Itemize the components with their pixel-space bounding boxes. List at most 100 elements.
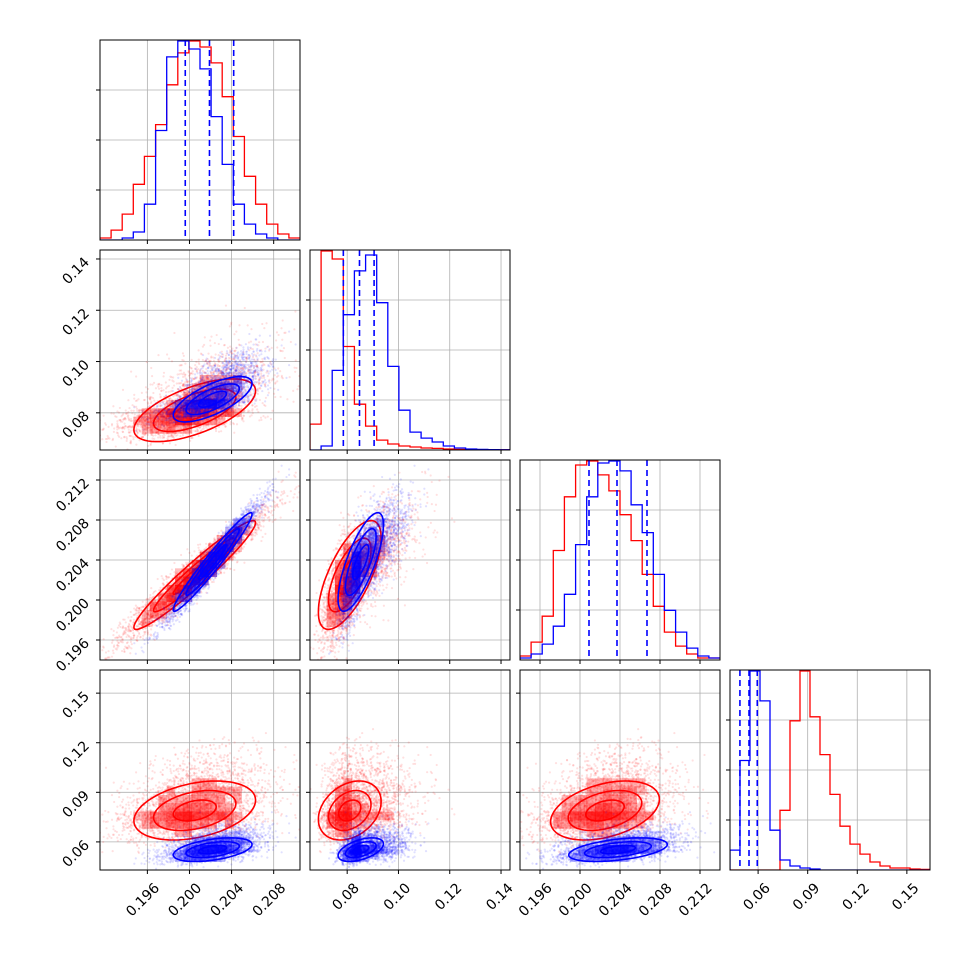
scatter-point [217,381,220,384]
scatter-point [154,412,157,415]
scatter-point [149,444,152,447]
scatter-point [171,379,174,382]
scatter-point [144,427,147,430]
scatter-point [256,389,259,392]
scatter-point [193,367,197,370]
scatter-point [269,417,273,421]
scatter-point [168,442,172,445]
scatter-point [260,353,263,356]
scatter-point [264,347,267,350]
scatter-point [260,418,263,422]
scatter-point [242,420,245,423]
scatter-point [253,402,256,405]
scatter-point [213,341,216,345]
scatter-point [119,426,122,429]
scatter-point [152,422,155,425]
scatter-point [141,425,144,429]
scatter-point [145,360,148,364]
scatter-point [102,427,105,430]
scatter-point [136,414,139,417]
scatter-point [122,418,125,421]
scatter-point [162,389,165,392]
scatter-point [188,374,191,377]
scatter-point [147,426,150,429]
scatter-point [159,404,162,407]
scatter-point [208,362,212,365]
scatter-point [159,425,162,429]
scatter-point [173,432,176,436]
scatter-point [241,417,244,421]
scatter-point [217,396,221,399]
scatter-point [188,383,191,386]
scatter-point [141,432,145,435]
scatter-point [199,395,203,398]
scatter-point [246,363,249,367]
scatter-point [281,338,284,341]
scatter-point [163,433,166,437]
scatter-point [264,396,268,399]
scatter-point [239,350,243,353]
scatter-point [213,375,216,378]
scatter-point [203,360,206,363]
scatter-point [263,327,266,330]
scatter-point [274,381,277,384]
scatter-point [250,393,253,396]
scatter-point [245,350,249,353]
scatter-point [152,426,155,430]
scatter-point [234,365,237,368]
scatter-point [112,412,115,415]
scatter-point [189,398,192,401]
scatter-point [198,376,201,379]
scatter-point [167,390,170,393]
scatter-point [116,420,119,423]
scatter-point [157,436,160,439]
scatter-point [217,360,220,363]
scatter-point [135,426,138,429]
scatter-point [165,424,169,428]
scatter-point [255,349,258,352]
scatter-point [238,413,242,416]
scatter-point [128,434,131,437]
scatter-point [248,415,252,418]
scatter-point [253,372,256,375]
scatter-point [135,375,138,378]
panel-bg-3-1 [310,670,510,870]
scatter-point [217,359,220,362]
scatter-point [129,441,132,444]
scatter-point [288,330,291,333]
scatter-point [168,378,171,381]
scatter-point [124,425,127,428]
scatter-point [188,379,191,382]
scatter-point [205,376,209,379]
scatter-point [251,404,254,407]
scatter-point [191,372,194,375]
scatter-point [154,387,158,390]
scatter-point [173,331,176,335]
scatter-point [138,408,141,411]
scatter-point [211,384,214,388]
scatter-point [241,385,244,389]
scatter-point [238,344,241,347]
scatter-point [145,428,148,431]
scatter-point [231,388,235,391]
scatter-point [134,399,138,402]
scatter-point [156,430,159,433]
scatter-point [177,390,180,393]
scatter-point [121,430,124,433]
scatter-point [263,403,266,407]
scatter-point [246,400,249,403]
scatter-point [180,395,183,398]
scatter-point [83,451,85,453]
scatter-point [198,384,202,388]
scatter-point [197,349,200,352]
scatter-point [112,430,116,433]
scatter-point [261,322,264,326]
scatter-point [197,368,200,371]
scatter-point [293,328,296,331]
scatter-point [214,429,218,433]
scatter-point [241,366,244,370]
scatter-point [251,404,254,407]
scatter-point [237,407,241,411]
scatter-point [124,418,127,421]
